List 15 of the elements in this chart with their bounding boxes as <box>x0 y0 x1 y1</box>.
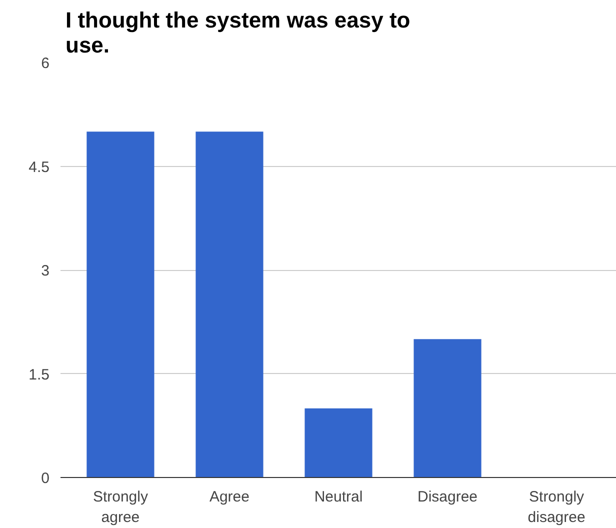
y-tick-label: 3 <box>41 262 50 280</box>
x-tick-label: Strongly agree <box>92 488 148 526</box>
x-tick-label: Disagree <box>418 488 478 506</box>
x-tick-label: Strongly disagree <box>528 488 586 526</box>
bar <box>86 132 154 478</box>
chart-title: I thought the system was easy to use. <box>66 8 410 58</box>
x-tick-label: Neutral <box>314 488 363 506</box>
y-tick-label: 4.5 <box>28 158 50 176</box>
y-tick-label: 1.5 <box>28 366 50 384</box>
y-tick-label: 6 <box>41 55 50 72</box>
y-tick-label: 0 <box>41 470 50 487</box>
bar <box>196 132 264 478</box>
x-tick-label: Agree <box>209 488 250 506</box>
bar <box>304 408 372 478</box>
bar <box>414 339 482 478</box>
